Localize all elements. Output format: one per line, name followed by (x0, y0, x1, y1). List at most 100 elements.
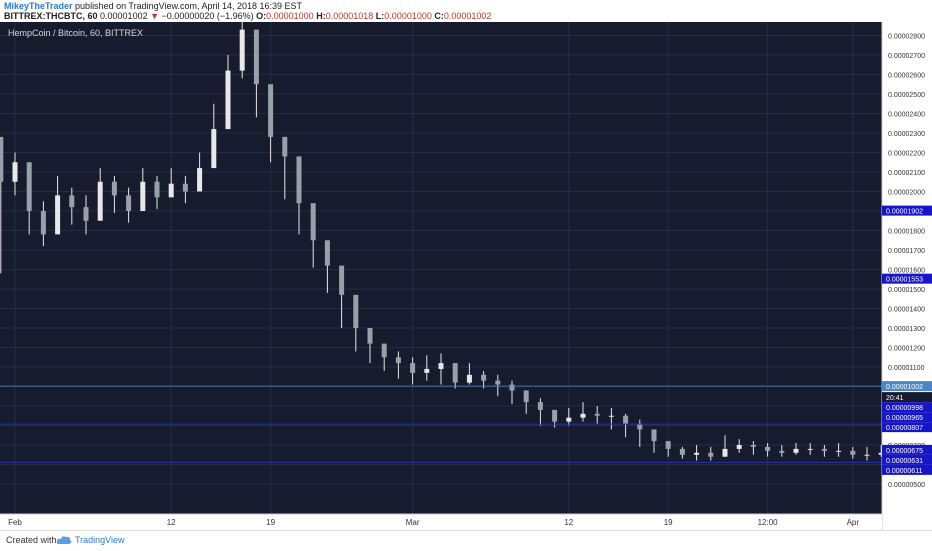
candle-body (878, 452, 884, 455)
time-axis[interactable] (0, 514, 882, 530)
price-label-box (882, 392, 932, 403)
candle-body (736, 445, 742, 449)
candle-body (452, 363, 458, 383)
ohlc-line: BITTREX:THCBTC, 60 0.00001002 ▼ −0.00000… (4, 11, 491, 21)
time-tick-label: Mar (406, 518, 420, 527)
plot-background (0, 22, 882, 530)
time-tick-label: 19 (664, 518, 673, 527)
price-tick-label: 0.00002200 (888, 151, 925, 158)
candle-body (594, 413, 600, 416)
candle-body (239, 29, 245, 71)
price-label-box (882, 402, 932, 413)
price-label-text: 0.00001553 (886, 277, 923, 284)
price-label-box (882, 464, 932, 475)
candle-body (694, 452, 700, 455)
candle-body (40, 211, 46, 235)
price-label-text: 0.00000807 (886, 425, 923, 432)
candle-body (339, 265, 345, 295)
low-value: 0.00001000 (384, 11, 432, 21)
price-label-text: 20:41 (886, 395, 904, 402)
price-tick-label: 0.00001400 (888, 307, 925, 314)
candle-body (864, 454, 870, 456)
price-tick-label: 0.00002400 (888, 112, 925, 119)
published-text: published on TradingView.com, April 14, … (75, 1, 303, 11)
price-tick-label: 0.00001300 (888, 326, 925, 333)
candle-body (438, 363, 444, 369)
publish-line: MikeyTheTrader published on TradingView.… (4, 1, 302, 11)
time-tick-label: Apr (847, 518, 860, 527)
candle-body (623, 415, 629, 424)
drawing-overlays: 0.00000938 (97.17%) 938 (0, 385, 882, 463)
candle-body (509, 384, 515, 391)
high-label: H: (316, 11, 326, 21)
price-tick-label: 0.00002000 (888, 190, 925, 197)
price-label-text: 0.00000965 (886, 415, 923, 422)
down-arrow-icon: ▼ (150, 11, 160, 21)
price-label-box (882, 273, 932, 284)
tradingview-cloud-icon (56, 536, 72, 544)
candle-body (523, 390, 529, 403)
candle-body (793, 448, 799, 453)
price-label-text: 0.00000998 (886, 405, 923, 412)
candle-body (821, 448, 827, 451)
candle-body (410, 363, 416, 373)
low-label: L: (375, 11, 385, 21)
price-tick-label: 0.00001700 (888, 248, 925, 255)
candle-body (296, 156, 302, 204)
candle-body (651, 429, 657, 442)
price-tick-label: 0.00001600 (888, 268, 925, 275)
candle-body (381, 343, 387, 358)
candle-body (310, 203, 316, 241)
price-tick-label: 0.00002300 (888, 131, 925, 138)
chart-title: HempCoin / Bitcoin, 60, BITTREX (8, 28, 143, 38)
price-tick-label: 0.00000500 (888, 482, 925, 489)
author-link[interactable]: MikeyTheTrader (4, 1, 73, 11)
tradingview-link[interactable]: TradingView (75, 535, 125, 545)
created-with-label: Created with (6, 535, 57, 545)
candle-body (168, 183, 174, 198)
candle-body (69, 195, 75, 208)
candle-body (154, 181, 160, 198)
candle-body (708, 452, 714, 457)
price-change: −0.00000020 (−1.96%) (161, 11, 254, 21)
price-tick-label: 0.00002100 (888, 170, 925, 177)
candle-body (779, 450, 785, 453)
candle-body (466, 374, 472, 383)
candle-body (83, 207, 89, 221)
candle-body (140, 181, 146, 211)
time-tick-label: 12 (564, 518, 573, 527)
candle-body (722, 448, 728, 457)
candle-body (324, 240, 330, 266)
price-label-text: 0.00000675 (886, 448, 923, 455)
price-chart[interactable]: 0.00000938 (97.17%) 938 HempCoin / Bitco… (0, 22, 932, 530)
time-tick-label: Feb (8, 518, 22, 527)
candle-body (197, 168, 203, 192)
candle-body (395, 357, 401, 364)
candle-body (268, 84, 274, 137)
symbol-label: BITTREX:THCBTC, 60 (4, 11, 98, 21)
candle-body (566, 417, 572, 422)
candle-body (495, 380, 501, 385)
candle-body (126, 195, 132, 211)
close-value: 0.00001002 (443, 11, 492, 21)
price-tick-label: 0.00001800 (888, 229, 925, 236)
price-axis-labels: 0.00001902 0.00001553 0.00001002 20:41 0.000… (882, 205, 932, 475)
candle-body (850, 450, 856, 455)
candle-body (481, 374, 487, 381)
price-tick-label: 0.00002700 (888, 53, 925, 60)
candle-body (26, 162, 32, 211)
price-tick-label: 0.00001100 (888, 365, 925, 372)
price-label-box (882, 412, 932, 423)
candle-body (353, 294, 359, 328)
candle-body (282, 136, 288, 157)
open-value: 0.00001000 (266, 11, 314, 21)
time-tick-label: 12 (167, 518, 176, 527)
price-label-text: 0.00000631 (886, 458, 923, 465)
candle-body (111, 181, 117, 196)
price-label-box (882, 422, 932, 433)
price-tick-label: 0.00002500 (888, 92, 925, 99)
high-value: 0.00001018 (325, 11, 374, 21)
price-label-text: 0.00000611 (886, 468, 923, 475)
price-tick-label: 0.00002800 (888, 34, 925, 41)
candle-body (537, 402, 543, 410)
